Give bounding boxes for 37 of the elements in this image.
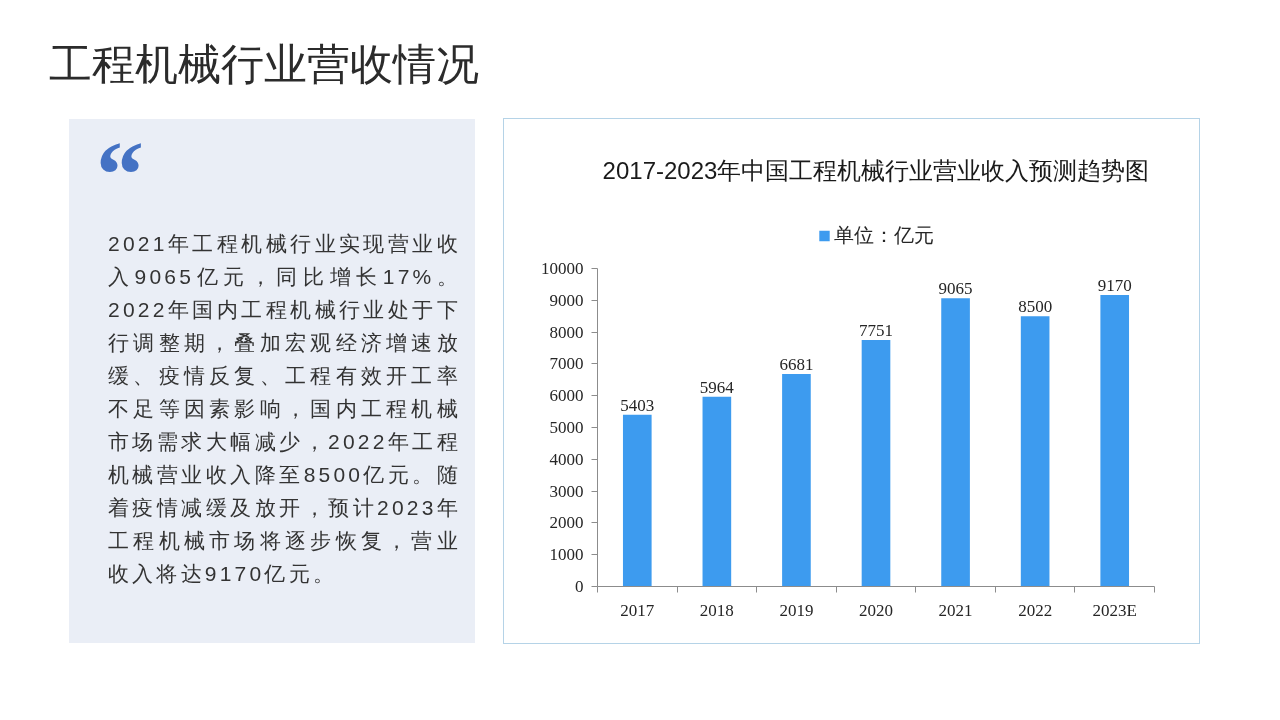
bar	[622, 414, 652, 587]
bar	[941, 298, 970, 587]
data-label: 6681	[779, 355, 814, 375]
y-tick-label: 8000	[549, 322, 584, 342]
legend-label: 单位：亿元	[834, 223, 934, 248]
y-tick-label: 7000	[549, 354, 584, 374]
bar	[782, 374, 811, 587]
x-tick-label: 2019	[779, 600, 814, 620]
y-tick-label: 6000	[549, 386, 584, 406]
data-label: 5403	[620, 395, 655, 415]
data-label: 9170	[1097, 275, 1132, 295]
y-tick-label: 1000	[549, 545, 584, 565]
x-tick-label: 2022	[1018, 600, 1053, 620]
x-tick-label: 2023E	[1092, 600, 1137, 620]
bar	[1100, 294, 1130, 587]
y-tick-label: 0	[575, 577, 584, 596]
x-tick-label: 2017	[620, 600, 655, 620]
y-tick-label: 5000	[549, 418, 584, 437]
bar	[861, 340, 891, 587]
chart-title: 2017-2023年中国工程机械行业营业收入预测趋势图	[602, 156, 1150, 184]
x-tick-label: 2021	[938, 600, 973, 620]
y-tick-label: 10000	[541, 259, 584, 278]
bar	[702, 396, 732, 587]
text: “	[96, 121, 144, 229]
data-label: 5964	[699, 377, 735, 397]
bar	[1020, 316, 1050, 587]
x-tick-label: 2018	[699, 600, 734, 620]
data-label: 9065	[938, 279, 973, 299]
data-label: 8500	[1018, 297, 1053, 317]
x-tick-label: 2020	[859, 600, 893, 620]
y-tick-label: 4000	[549, 449, 584, 469]
text: 工程机械行业营收情况	[49, 39, 479, 90]
y-tick-label: 9000	[549, 290, 584, 310]
y-tick-label: 2000	[549, 513, 584, 533]
y-tick-label: 3000	[549, 481, 584, 501]
text: 2021年工程机械行业实现营业收入9065亿元，同比增长17%。2022年国内工程机械行业处于下行调整期，叠加宏观经济增速放缓、疫情反复、工程有效开工率不足等因素影响，国内工程机械市场需求大幅减少，2022年工程机械营业收入降至8500亿元。随着疫情减缓及放开，预计2023年工程机械市场将逐步恢复，营业收入将达9170亿元。	[108, 232, 461, 585]
data-label: 7751	[859, 321, 893, 341]
